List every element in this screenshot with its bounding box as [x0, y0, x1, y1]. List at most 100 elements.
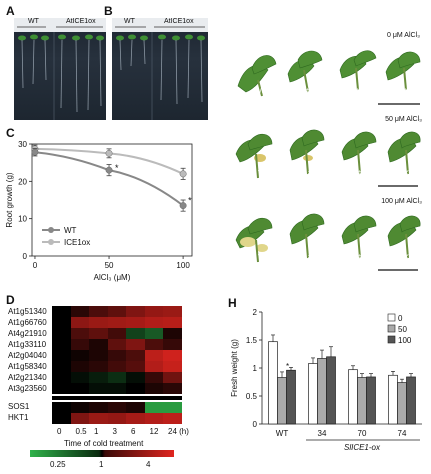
plant-photo-f-drawing [235, 129, 421, 187]
photo-e-condition: 0 μM AlCl₃ [387, 32, 420, 39]
heatmap-cell [89, 339, 108, 351]
bar-100 [286, 369, 296, 425]
x-tick-label: 100 [176, 261, 190, 270]
data-point-ICE1ox [179, 170, 187, 178]
bar-0 [388, 374, 398, 425]
heatmap-cell [126, 383, 145, 395]
heatmap-cell [52, 372, 71, 384]
bar-100 [326, 356, 336, 425]
data-point-WT [31, 148, 39, 156]
bar-100 [366, 376, 376, 425]
plant-photo-f: 50 μM AlCl₃ WT #34 #70 #71 [228, 114, 428, 190]
heatmap-cell [70, 372, 90, 384]
heatmap-cell [70, 317, 90, 329]
gene-label: At1g33110 [8, 340, 47, 349]
photo-g-label: #71 [404, 254, 416, 261]
expression-heatmap: At1g51340 At1g66760 At4g21910 At1g33110 … [0, 300, 230, 474]
heatmap-cell [52, 402, 71, 414]
heatmap-cell [52, 350, 71, 362]
heatmap-cell [52, 413, 71, 425]
photo-g-label: #34 [308, 254, 320, 261]
heatmap-cell [70, 413, 90, 425]
heatmap-cell [107, 402, 127, 414]
scale-label-high: 4 [146, 460, 151, 469]
significance-mark: * [188, 196, 192, 206]
photo-e-label: #34 [306, 88, 318, 95]
gene-label: At4g21910 [8, 329, 47, 338]
y-tick-label: 30 [18, 140, 27, 149]
heatmap-cell [144, 372, 164, 384]
photo-e-label: #71 [404, 88, 416, 95]
heatmap-cell [70, 306, 90, 318]
photo-e-label: #70 [356, 88, 368, 95]
photo-f-label: #34 [308, 170, 320, 177]
legend-label-100: 100 [398, 336, 412, 345]
legend-label-WT: WT [64, 226, 77, 235]
panel-label-b: B [104, 4, 113, 18]
legend-label-50: 50 [398, 325, 407, 334]
x-tick-label: 0 [33, 261, 38, 270]
time-tick-label: 1 [94, 427, 99, 436]
photo-b-wt-label: WT [124, 18, 135, 25]
heatmap-cell [144, 402, 164, 414]
heatmap-cell [89, 361, 108, 373]
y-axis-label: Root growth (g) [5, 172, 14, 227]
legend-marker-ICE1ox [48, 239, 54, 245]
photo-f-label: #71 [404, 170, 416, 177]
data-point-WT [179, 202, 187, 210]
plant-photo-e-drawing [237, 50, 421, 105]
x-tick-label: 70 [358, 429, 367, 438]
data-point-WT [105, 166, 113, 174]
heatmap-cell [163, 306, 182, 318]
panel-label-c: C [6, 126, 15, 140]
heatmap-cell [107, 372, 127, 384]
bar-100 [406, 376, 416, 425]
y-tick-label: 0.5 [246, 392, 258, 401]
heatmap-cell [163, 328, 182, 340]
heatmap-cell [163, 383, 182, 395]
gene-label: At2g04040 [8, 351, 47, 360]
photo-a-wt-label: WT [28, 18, 39, 25]
bar-50 [397, 382, 407, 425]
series-line-WT [34, 151, 184, 207]
heatmap-cell [70, 361, 90, 373]
heatmap-cell [52, 339, 71, 351]
gene-label: At1g66760 [8, 318, 47, 327]
heatmap-cell [144, 306, 164, 318]
time-tick-label: 24 (h) [168, 427, 189, 436]
heatmap-cell [107, 339, 127, 351]
gene-label: At2g21340 [8, 373, 47, 382]
heatmap-cell [107, 383, 127, 395]
heatmap-cell [144, 413, 164, 425]
heatmap-cell [70, 339, 90, 351]
time-tick-label: 3 [112, 427, 117, 436]
heatmap-cell [52, 361, 71, 373]
time-tick-label: 0 [57, 427, 62, 436]
legend-label-ICE1ox: ICE1ox [64, 238, 90, 247]
gene-label: At1g51340 [8, 307, 47, 316]
x-tick-label: 34 [318, 429, 327, 438]
y-tick-label: 20 [18, 177, 27, 186]
heatmap-cell [70, 402, 90, 414]
legend-swatch-50 [387, 324, 396, 333]
y-tick-label: 1.5 [246, 336, 258, 345]
plant-photo-g-drawing [235, 213, 421, 271]
heatmap-cell [163, 372, 182, 384]
photo-f-condition: 50 μM AlCl₃ [385, 116, 422, 123]
y-tick-label: 0 [23, 252, 28, 261]
bar-0 [348, 369, 358, 425]
heatmap-time-ticks: 0 0.5 1 3 6 12 24 (h) [52, 427, 202, 439]
plant-photo-e: 0 μM AlCl₃ WT #34 #70 #71 [228, 30, 428, 108]
heatmap-cell [89, 306, 108, 318]
heatmap-cell [126, 413, 145, 425]
photo-g-label: #70 [358, 254, 370, 261]
heatmap-grid [52, 306, 184, 426]
legend-marker-WT [48, 227, 54, 233]
time-tick-label: 6 [131, 427, 136, 436]
gene-label: SOS1 [8, 402, 30, 411]
heatmap-cell [126, 402, 145, 414]
heatmap-cell [144, 350, 164, 362]
photo-e-label: WT [258, 88, 269, 95]
heatmap-cell [89, 350, 108, 362]
heatmap-cell [70, 383, 90, 395]
